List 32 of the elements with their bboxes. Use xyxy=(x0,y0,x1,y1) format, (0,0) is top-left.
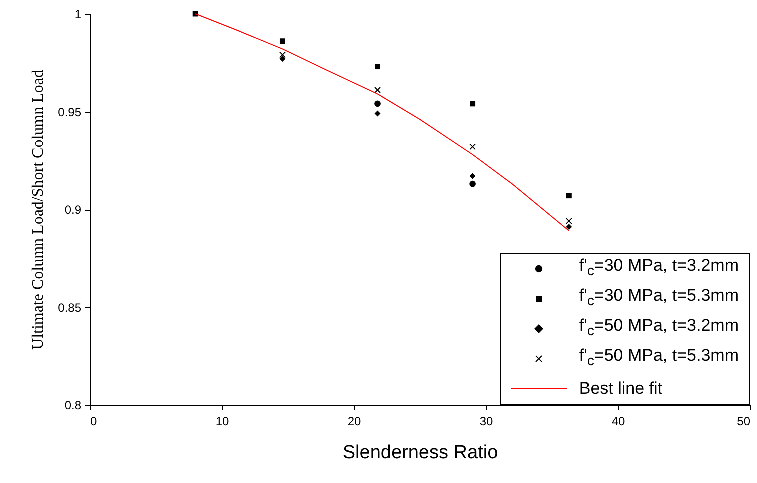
point xyxy=(566,218,572,224)
legend-label: f'$_{c}$=50 MPa, t=5.3mm xyxy=(579,346,739,372)
y-axis-title: Ultimate Column Load/Short Column Load xyxy=(30,70,48,350)
point xyxy=(470,144,476,150)
point xyxy=(470,173,476,180)
legend-label: f'$_{c}$=30 MPa, t=3.2mm xyxy=(579,256,739,282)
point xyxy=(374,100,381,108)
x-tick-label: 0 xyxy=(90,414,98,428)
y-tick-label: 0.95 xyxy=(58,105,82,120)
x-tick-label: 10 xyxy=(216,414,230,428)
point xyxy=(374,87,381,94)
point xyxy=(374,110,381,117)
legend-label: f'$_{c}$=30 MPa, t=5.3mm xyxy=(579,286,739,312)
x-tick-label: 20 xyxy=(348,414,362,428)
x-tick-label: 50 xyxy=(737,414,751,428)
point xyxy=(280,56,286,62)
x-axis-title: Slenderness Ratio xyxy=(342,442,498,464)
point xyxy=(280,38,286,44)
legend-label: Best line fit xyxy=(579,379,663,399)
y-tick-label: 0.85 xyxy=(58,300,82,315)
point xyxy=(566,224,572,230)
x-tick-label: 40 xyxy=(612,414,626,428)
point xyxy=(279,52,286,58)
legend-label: f'$_{c}$=50 MPa, t=3.2mm xyxy=(579,316,739,342)
y-tick-label: 1 xyxy=(74,8,82,22)
y-tick-label: 0.9 xyxy=(64,203,82,217)
point xyxy=(375,64,380,70)
x-tick-label: 30 xyxy=(480,414,494,428)
point xyxy=(470,101,476,107)
point xyxy=(470,180,476,188)
y-tick-label: 0.8 xyxy=(64,398,82,412)
point xyxy=(566,193,572,199)
